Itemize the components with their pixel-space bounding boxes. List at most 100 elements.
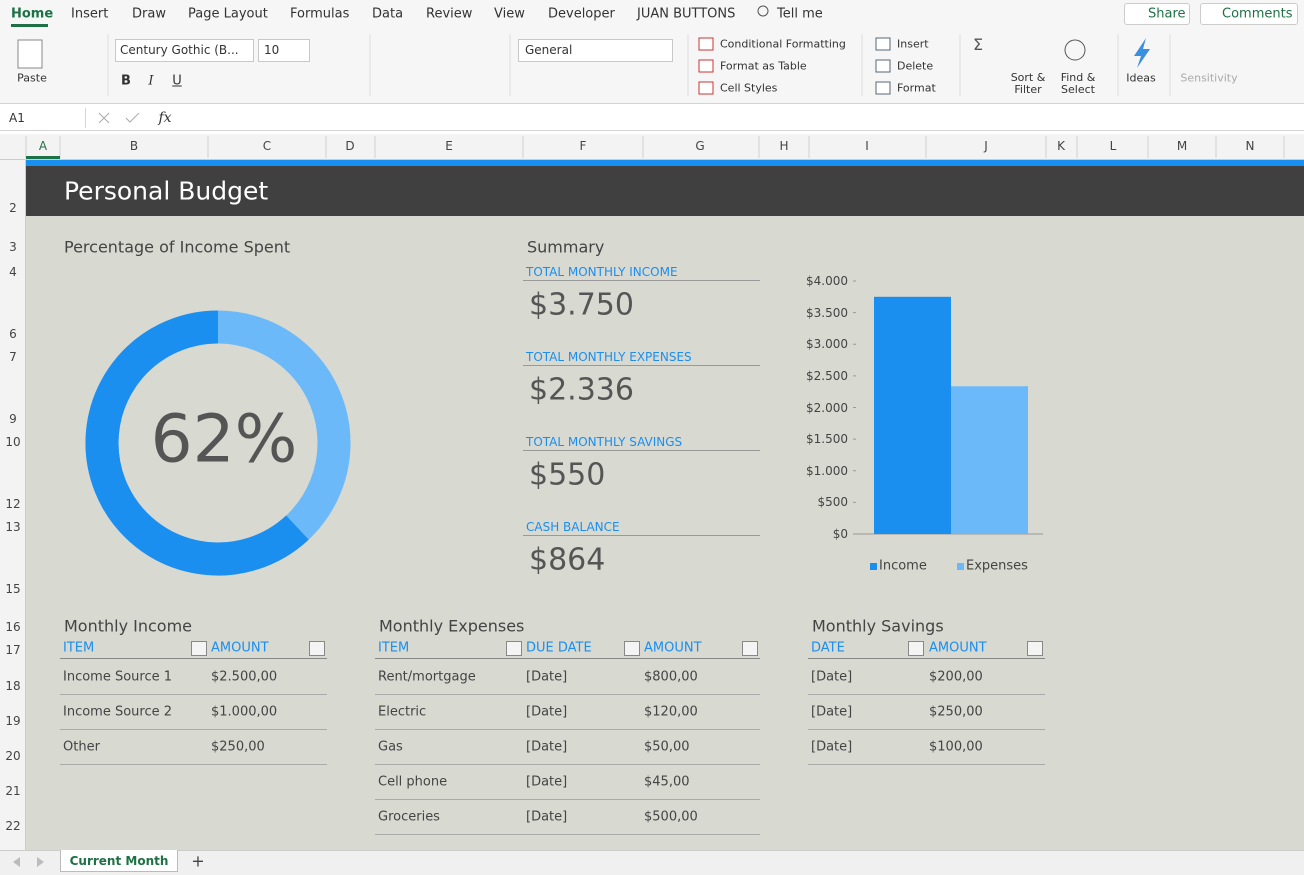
filter-button[interactable] bbox=[1027, 641, 1043, 656]
column-header[interactable]: A bbox=[38, 139, 48, 153]
font-size[interactable]: 10 bbox=[264, 43, 280, 57]
font-size-box[interactable] bbox=[258, 39, 310, 62]
sensitivity-button[interactable]: Sensitivity bbox=[1180, 71, 1238, 85]
table-cell[interactable]: Rent/mortgage bbox=[378, 669, 476, 685]
styles-button[interactable]: Format as Table bbox=[720, 59, 807, 73]
ribbon-tab[interactable]: Formulas bbox=[290, 6, 350, 22]
table-cell[interactable]: Income Source 2 bbox=[63, 704, 173, 720]
share-label[interactable]: Share bbox=[1148, 6, 1186, 22]
ribbon-tab[interactable]: Draw bbox=[132, 6, 166, 22]
column-header[interactable]: B bbox=[129, 139, 139, 153]
ribbon-tab[interactable]: Review bbox=[426, 6, 473, 22]
table-cell[interactable]: Groceries bbox=[378, 809, 440, 825]
number-format-box[interactable] bbox=[518, 39, 673, 62]
name-box[interactable]: A1 bbox=[9, 111, 25, 125]
ribbon-tab[interactable]: JUAN BUTTONS bbox=[637, 6, 736, 22]
filter-button[interactable] bbox=[908, 641, 924, 656]
row-header[interactable]: 6 bbox=[9, 327, 17, 341]
table-cell[interactable]: [Date] bbox=[526, 774, 568, 790]
row-header[interactable]: 18 bbox=[5, 679, 21, 693]
row-header[interactable]: 4 bbox=[9, 265, 17, 279]
row-header[interactable]: 2 bbox=[9, 201, 17, 215]
row-header[interactable]: 22 bbox=[5, 819, 21, 833]
row-header[interactable]: 19 bbox=[5, 714, 21, 728]
font-name-box[interactable] bbox=[115, 39, 254, 62]
cells-button[interactable]: Insert bbox=[897, 37, 929, 51]
sheet-tab-label[interactable]: Current Month bbox=[69, 854, 169, 868]
table-cell[interactable]: Other bbox=[63, 739, 100, 755]
table-cell[interactable]: [Date] bbox=[811, 704, 853, 720]
column-header[interactable]: L bbox=[1109, 139, 1117, 153]
ribbon-tab[interactable]: Developer bbox=[548, 6, 615, 22]
column-header[interactable]: I bbox=[865, 139, 869, 153]
cells-button[interactable]: Delete bbox=[897, 59, 934, 73]
row-header[interactable]: 17 bbox=[5, 643, 21, 657]
ribbon-tab[interactable]: Tell me bbox=[777, 6, 823, 22]
find-select-button[interactable]: Find & Select bbox=[1060, 71, 1096, 96]
ribbon-tab[interactable]: Data bbox=[372, 6, 404, 22]
sheet-tab[interactable] bbox=[60, 850, 178, 872]
table-cell[interactable]: $1.000,00 bbox=[211, 704, 278, 720]
column-header[interactable]: N bbox=[1245, 139, 1255, 153]
row-header[interactable]: 7 bbox=[9, 350, 17, 364]
table-cell[interactable]: $100,00 bbox=[929, 739, 983, 755]
table-cell[interactable]: Gas bbox=[378, 739, 403, 755]
share-button[interactable] bbox=[1124, 3, 1190, 25]
table-cell[interactable]: $800,00 bbox=[644, 669, 698, 685]
table-cell[interactable]: $250,00 bbox=[929, 704, 983, 720]
table-header[interactable]: AMOUNT bbox=[929, 640, 987, 656]
table-cell[interactable]: $50,00 bbox=[644, 739, 690, 755]
row-header[interactable]: 16 bbox=[5, 620, 21, 634]
column-header[interactable]: M bbox=[1176, 139, 1188, 153]
column-header[interactable]: C bbox=[262, 139, 272, 153]
row-header[interactable]: 20 bbox=[5, 749, 21, 763]
table-header[interactable]: ITEM bbox=[63, 640, 95, 656]
table-cell[interactable]: [Date] bbox=[526, 739, 568, 755]
sort-filter-button[interactable]: Sort & Filter bbox=[1010, 71, 1046, 96]
column-header[interactable]: K bbox=[1057, 139, 1065, 153]
column-header[interactable]: F bbox=[579, 139, 587, 153]
row-header[interactable]: 12 bbox=[5, 497, 21, 511]
column-header[interactable]: J bbox=[984, 139, 988, 153]
table-header[interactable]: AMOUNT bbox=[211, 640, 269, 656]
filter-button[interactable] bbox=[742, 641, 758, 656]
filter-button[interactable] bbox=[624, 641, 640, 656]
italic-button[interactable]: I bbox=[148, 73, 154, 89]
function-button[interactable]: fx bbox=[158, 110, 172, 126]
row-header[interactable]: 10 bbox=[5, 435, 21, 449]
table-cell[interactable]: [Date] bbox=[526, 704, 568, 720]
row-header[interactable]: 21 bbox=[5, 784, 21, 798]
underline-button[interactable]: U bbox=[172, 73, 182, 89]
font-name[interactable]: Century Gothic (B... bbox=[120, 43, 239, 57]
table-header[interactable]: ITEM bbox=[378, 640, 410, 656]
cells-button[interactable]: Format bbox=[897, 81, 936, 95]
table-cell[interactable]: Cell phone bbox=[378, 774, 448, 790]
comments-button[interactable] bbox=[1200, 3, 1298, 25]
table-cell[interactable]: $200,00 bbox=[929, 669, 983, 685]
table-header[interactable]: AMOUNT bbox=[644, 640, 702, 656]
table-cell[interactable]: [Date] bbox=[811, 739, 853, 755]
column-header[interactable]: G bbox=[695, 139, 705, 153]
table-cell[interactable]: Electric bbox=[378, 704, 427, 720]
styles-button[interactable]: Conditional Formatting bbox=[720, 37, 846, 51]
styles-button[interactable]: Cell Styles bbox=[720, 81, 778, 95]
number-format[interactable]: General bbox=[525, 43, 573, 57]
table-cell[interactable]: $250,00 bbox=[211, 739, 265, 755]
row-header[interactable]: 13 bbox=[5, 520, 21, 534]
filter-button[interactable] bbox=[309, 641, 325, 656]
paste-label[interactable]: Paste bbox=[17, 71, 47, 85]
add-sheet-button[interactable]: + bbox=[191, 851, 205, 871]
filter-button[interactable] bbox=[506, 641, 522, 656]
row-header[interactable]: 3 bbox=[9, 240, 17, 254]
bold-button[interactable]: B bbox=[121, 73, 131, 89]
table-cell[interactable]: $500,00 bbox=[644, 809, 698, 825]
row-header[interactable]: 9 bbox=[9, 412, 17, 426]
column-header[interactable]: H bbox=[779, 139, 789, 153]
table-cell[interactable]: [Date] bbox=[811, 669, 853, 685]
table-cell[interactable]: [Date] bbox=[526, 669, 568, 685]
ideas-button[interactable]: Ideas bbox=[1126, 71, 1156, 85]
ribbon-tab[interactable]: Page Layout bbox=[188, 6, 268, 22]
table-cell[interactable]: $120,00 bbox=[644, 704, 698, 720]
table-header[interactable]: DUE DATE bbox=[526, 640, 592, 656]
table-cell[interactable]: $45,00 bbox=[644, 774, 690, 790]
